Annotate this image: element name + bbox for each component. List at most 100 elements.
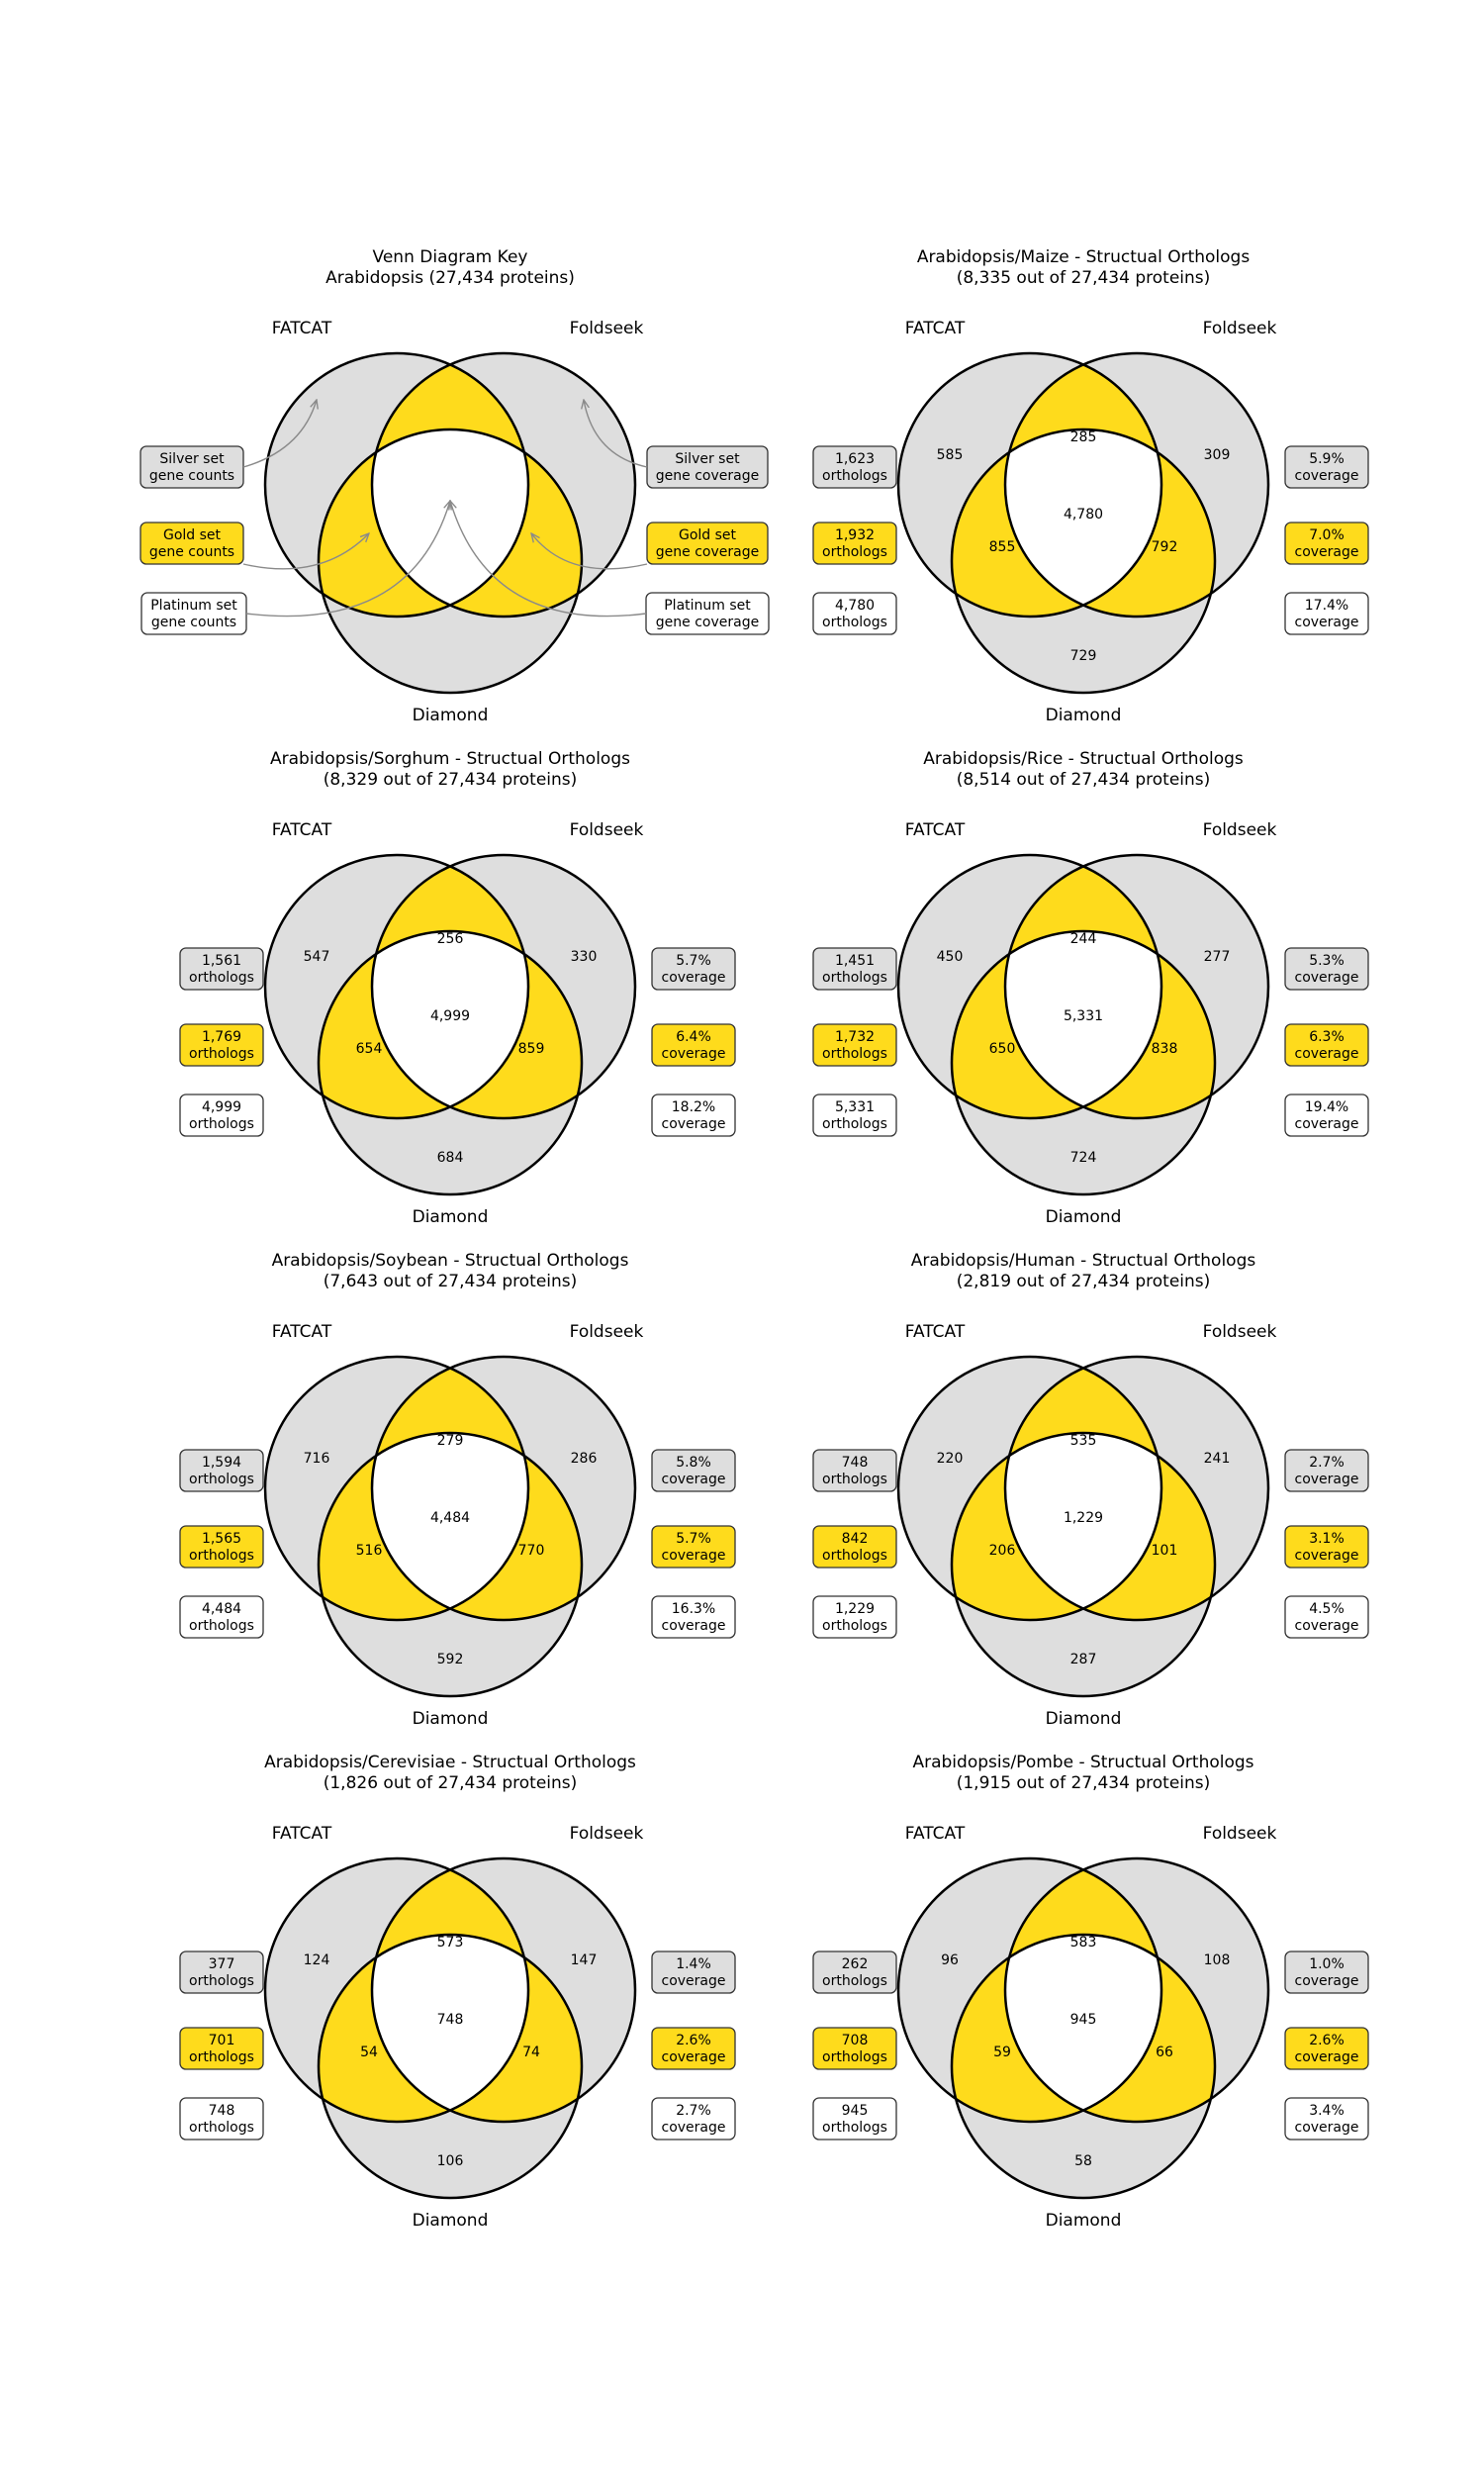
region-fatcat-diamond-count: 650: [989, 1041, 1016, 1057]
silver-orthologs-box-line-2: orthologs: [189, 1973, 254, 1989]
silver-coverage-box: 5.8%coverage: [651, 1449, 736, 1492]
gold-coverage-box-line-1: 2.6%: [676, 2033, 711, 2048]
region-diamond-only-count: 287: [1070, 1652, 1097, 1667]
platinum-coverage-box-line-2: coverage: [662, 2120, 726, 2136]
region-fatcat-only-count: 124: [304, 1952, 330, 1968]
gold-orthologs-box-line-2: orthologs: [189, 1548, 254, 1564]
key-gold-coverage-box-line-2: gene coverage: [656, 544, 759, 560]
gold-coverage-box-frame: [1284, 522, 1369, 565]
silver-orthologs-box-line-2: orthologs: [822, 970, 887, 986]
region-fatcat-only-count: 220: [937, 1451, 964, 1467]
region-fatcat-foldseek-count: 256: [437, 931, 464, 947]
platinum-orthologs-box-line-2: orthologs: [189, 2120, 254, 2136]
platinum-coverage-box-frame: [1284, 1094, 1369, 1137]
region-fatcat-foldseek-count: 279: [437, 1433, 464, 1449]
platinum-coverage-box-line-2: coverage: [1295, 1618, 1359, 1634]
circle-fatcat: [896, 351, 1163, 618]
panel-subtitle: (1,915 out of 27,434 proteins): [957, 1773, 1211, 1793]
silver-coverage-box-frame: [1284, 947, 1369, 991]
platinum-coverage-box-line-1: 4.5%: [1309, 1601, 1345, 1617]
panel-title: Arabidopsis/Rice - Structual Orthologs: [923, 749, 1244, 769]
circle-diamond: [317, 929, 584, 1196]
region-fatcat-only-count: 96: [941, 1952, 959, 1968]
circle-foldseek: [1003, 351, 1270, 618]
region-diamond-only-count: 58: [1074, 2153, 1092, 2169]
circle-fatcat: [896, 1856, 1163, 2124]
region-all-three-count: 4,999: [430, 1008, 470, 1024]
silver-coverage-box: 5.3%coverage: [1284, 947, 1369, 991]
gold-coverage-box-line-2: coverage: [1295, 544, 1359, 560]
gold-coverage-box: 6.4%coverage: [651, 1023, 736, 1067]
platinum-coverage-box-frame: [651, 2097, 736, 2141]
circle-foldseek: [1003, 1355, 1270, 1622]
platinum-orthologs-box-line-1: 1,229: [835, 1601, 875, 1617]
circle-fatcat: [263, 1355, 530, 1622]
platinum-coverage-box-line-2: coverage: [662, 1116, 726, 1132]
panel-title: Arabidopsis/Cerevisiae - Structual Ortho…: [264, 1753, 636, 1772]
gold-coverage-box: 7.0%coverage: [1284, 522, 1369, 565]
silver-coverage-box-line-1: 5.3%: [1309, 953, 1345, 969]
platinum-coverage-box-frame: [1284, 592, 1369, 635]
silver-orthologs-box-line-1: 1,594: [202, 1455, 241, 1471]
silver-coverage-box-frame: [1284, 1449, 1369, 1492]
silver-orthologs-box-line-1: 1,561: [202, 953, 241, 969]
silver-coverage-box-frame: [651, 947, 736, 991]
panel-subtitle: (7,643 out of 27,434 proteins): [324, 1272, 578, 1291]
platinum-coverage-box-frame: [1284, 2097, 1369, 2141]
gold-orthologs-box-line-2: orthologs: [822, 1046, 887, 1062]
region-fatcat-diamond-count: 59: [993, 2045, 1011, 2060]
platinum-coverage-box-line-1: 2.7%: [676, 2103, 711, 2119]
circle-fatcat: [896, 853, 1163, 1120]
region-foldseek-diamond-count: 859: [518, 1041, 545, 1057]
panel-subtitle: Arabidopsis (27,434 proteins): [325, 268, 575, 288]
region-fatcat-only-count: 450: [937, 949, 964, 965]
platinum-orthologs-box-line-1: 945: [842, 2103, 869, 2119]
silver-coverage-box-line-2: coverage: [662, 970, 726, 986]
region-foldseek-only-count: 286: [571, 1451, 598, 1467]
silver-orthologs-box-line-2: orthologs: [822, 468, 887, 484]
silver-coverage-box-frame: [1284, 1951, 1369, 1994]
set-label-diamond: Diamond: [1046, 1207, 1122, 1227]
gold-orthologs-box-frame: [179, 2027, 264, 2070]
set-label-diamond: Diamond: [413, 1709, 489, 1729]
silver-coverage-box-line-1: 5.8%: [676, 1455, 711, 1471]
gold-coverage-box-frame: [1284, 1023, 1369, 1067]
platinum-orthologs-box-line-1: 5,331: [835, 1099, 875, 1115]
silver-orthologs-box-line-2: orthologs: [822, 1973, 887, 1989]
region-fatcat-only-count: 716: [304, 1451, 330, 1467]
panel-subtitle: (1,826 out of 27,434 proteins): [324, 1773, 578, 1793]
region-diamond-only-count: 592: [437, 1652, 464, 1667]
region-foldseek-only-count: 147: [571, 1952, 598, 1968]
gold-coverage-box-line-1: 5.7%: [676, 1531, 711, 1547]
panel-subtitle: (8,329 out of 27,434 proteins): [324, 770, 578, 790]
set-label-foldseek: Foldseek: [570, 1322, 644, 1342]
set-label-fatcat: FATCAT: [905, 820, 966, 840]
silver-coverage-box-frame: [1284, 445, 1369, 489]
set-label-fatcat: FATCAT: [272, 319, 332, 338]
set-label-foldseek: Foldseek: [1203, 820, 1277, 840]
set-label-fatcat: FATCAT: [905, 1322, 966, 1342]
venn-panel: Arabidopsis/Soybean - Structual Ortholog…: [179, 1251, 736, 1729]
gold-orthologs-box-line-1: 701: [209, 2033, 235, 2048]
key-platinum-coverage-box-line-2: gene coverage: [656, 615, 759, 630]
key-platinum-coverage-box-line-1: Platinum set: [664, 598, 751, 614]
panel-title: Arabidopsis/Pombe - Structual Orthologs: [912, 1753, 1253, 1772]
platinum-coverage-box-line-1: 16.3%: [672, 1601, 715, 1617]
platinum-orthologs-box-line-2: orthologs: [822, 615, 887, 630]
gold-coverage-box: 2.6%coverage: [1284, 2027, 1369, 2070]
region-fatcat-only-count: 547: [304, 949, 330, 965]
silver-coverage-box: 2.7%coverage: [1284, 1449, 1369, 1492]
silver-coverage-box-line-2: coverage: [1295, 468, 1359, 484]
key-gold-counts-box-line-2: gene counts: [149, 544, 234, 560]
silver-orthologs-box-line-1: 748: [842, 1455, 869, 1471]
